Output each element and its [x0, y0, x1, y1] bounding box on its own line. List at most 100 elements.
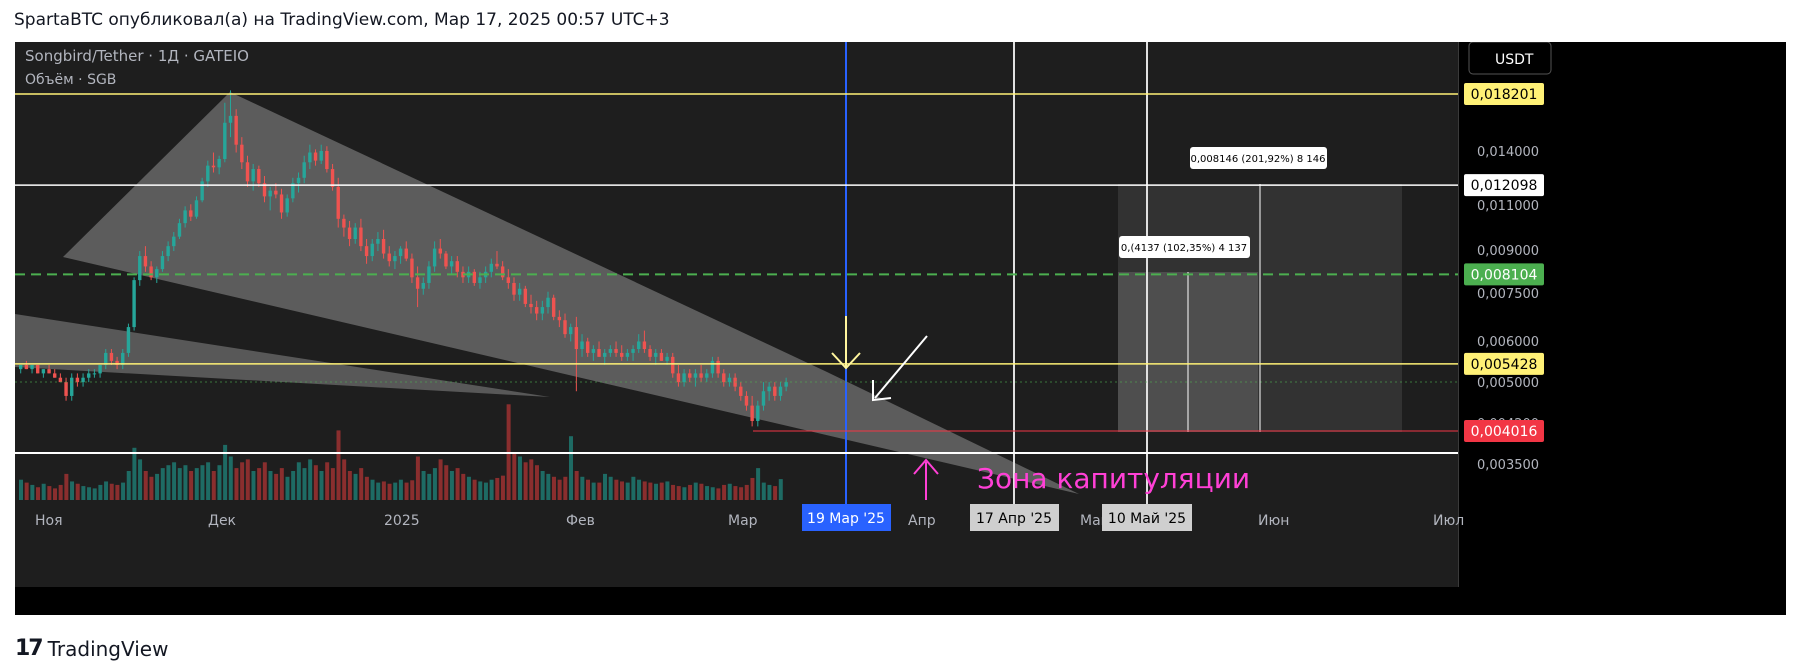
volume-bar	[24, 482, 29, 500]
volume-bar	[98, 484, 103, 500]
volume-bar	[359, 468, 364, 500]
volume-bar	[393, 482, 398, 500]
candle	[81, 373, 85, 387]
candle	[104, 349, 108, 370]
volume-bar	[364, 476, 369, 500]
volume-bar	[132, 447, 137, 500]
candle	[19, 364, 23, 374]
tradingview-logo-icon: 𝟭𝟳	[15, 636, 44, 661]
volume-bar	[410, 480, 415, 500]
y-tick-3: 0,007500	[1477, 287, 1539, 302]
volume-bar	[336, 430, 341, 500]
candle	[506, 269, 511, 289]
volume-bar	[438, 459, 443, 500]
candle	[767, 382, 771, 401]
volume-bar	[194, 468, 199, 500]
candle	[53, 369, 57, 378]
volume-bar	[262, 462, 267, 500]
volume-bar	[455, 468, 460, 500]
candle	[517, 282, 522, 301]
level-badge-4[interactable]: 0,004016	[1464, 420, 1544, 442]
volume-bar	[756, 468, 761, 500]
candle	[58, 373, 63, 383]
volume-bar	[36, 487, 41, 500]
candle	[381, 229, 386, 259]
volume-bar	[387, 483, 392, 500]
candle	[166, 241, 170, 262]
candle	[257, 165, 261, 187]
volume-bar	[699, 483, 704, 500]
level-badge-1[interactable]: 0,012098	[1464, 174, 1544, 197]
date-marker-3[interactable]: 10 Май '25	[1102, 504, 1192, 531]
candle	[308, 144, 312, 170]
volume-bar	[381, 481, 386, 500]
candle	[597, 341, 601, 357]
x-tick-3: Фев	[566, 513, 595, 529]
volume-bar	[534, 465, 539, 500]
candle	[489, 258, 494, 278]
volume-bar	[642, 481, 647, 500]
falling-wedge-lower[interactable]	[15, 314, 550, 397]
measure-label-upper[interactable]: 0,008146 (201,92%) 8 146	[1190, 147, 1327, 169]
volume-bar	[483, 482, 488, 500]
candle	[534, 300, 539, 321]
candle	[500, 261, 505, 281]
volume-bar	[529, 459, 534, 500]
candle	[620, 345, 624, 361]
candle	[285, 194, 289, 217]
volume-bar	[189, 471, 194, 500]
candle	[268, 186, 272, 211]
footer-brand[interactable]: 𝟭𝟳 TradingView	[15, 636, 168, 661]
volume-bar	[614, 479, 619, 500]
level-badge-0[interactable]: 0,018201	[1464, 83, 1544, 105]
volume-bar	[19, 479, 23, 500]
candle	[438, 238, 442, 259]
level-badge-3[interactable]: 0,005428	[1464, 352, 1544, 375]
candle	[126, 323, 131, 357]
candle	[319, 144, 323, 164]
candle	[563, 313, 567, 338]
falling-wedge-upper[interactable]	[63, 92, 1079, 494]
candle	[744, 391, 749, 411]
x-tick-0: Ноя	[35, 513, 63, 529]
chart-frame[interactable]: Songbird/Tether · 1Д · GATEIO Объём · SG…	[15, 41, 1786, 615]
volume-bar	[427, 473, 432, 500]
volume-bar	[64, 473, 69, 500]
volume-bar	[676, 486, 681, 500]
volume-label: Объём · SGB	[25, 72, 116, 88]
volume-bar	[404, 482, 409, 500]
volume-bar	[693, 482, 698, 500]
currency-button[interactable]: USDT	[1468, 41, 1552, 75]
volume-bar	[710, 487, 715, 500]
volume-bar	[177, 468, 182, 500]
svg-text:17 Апр '25: 17 Апр '25	[976, 511, 1052, 527]
volume-bar	[739, 487, 744, 500]
volume-bar	[563, 476, 568, 500]
candle	[121, 349, 125, 370]
candle	[614, 341, 618, 357]
volume-bar	[415, 456, 420, 500]
volume-bar	[160, 468, 165, 500]
candle	[302, 155, 306, 184]
candle	[75, 373, 80, 387]
price-chart[interactable]: Songbird/Tether · 1Д · GATEIO Объём · SG…	[15, 41, 1786, 615]
candle	[586, 337, 590, 357]
volume-bar	[625, 482, 630, 500]
candle	[359, 218, 363, 252]
candle	[160, 251, 165, 272]
date-marker-2[interactable]: 17 Апр '25	[970, 504, 1059, 531]
price-axis-border	[1458, 42, 1459, 587]
date-marker-1[interactable]: 19 Мар '25	[802, 504, 891, 531]
volume-bar	[671, 484, 676, 500]
level-badge-2[interactable]: 0,008104	[1464, 263, 1544, 286]
volume-bar	[41, 483, 46, 500]
candle	[143, 246, 148, 272]
volume-bar	[750, 477, 755, 500]
candle	[347, 220, 352, 247]
candle	[291, 177, 295, 203]
volume-bar	[449, 471, 454, 500]
measure-label-lower[interactable]: 0,(4137 (102,35%) 4 137	[1119, 236, 1250, 258]
volume-bar	[87, 487, 92, 500]
candle	[330, 163, 335, 191]
volume-bar	[268, 471, 273, 500]
